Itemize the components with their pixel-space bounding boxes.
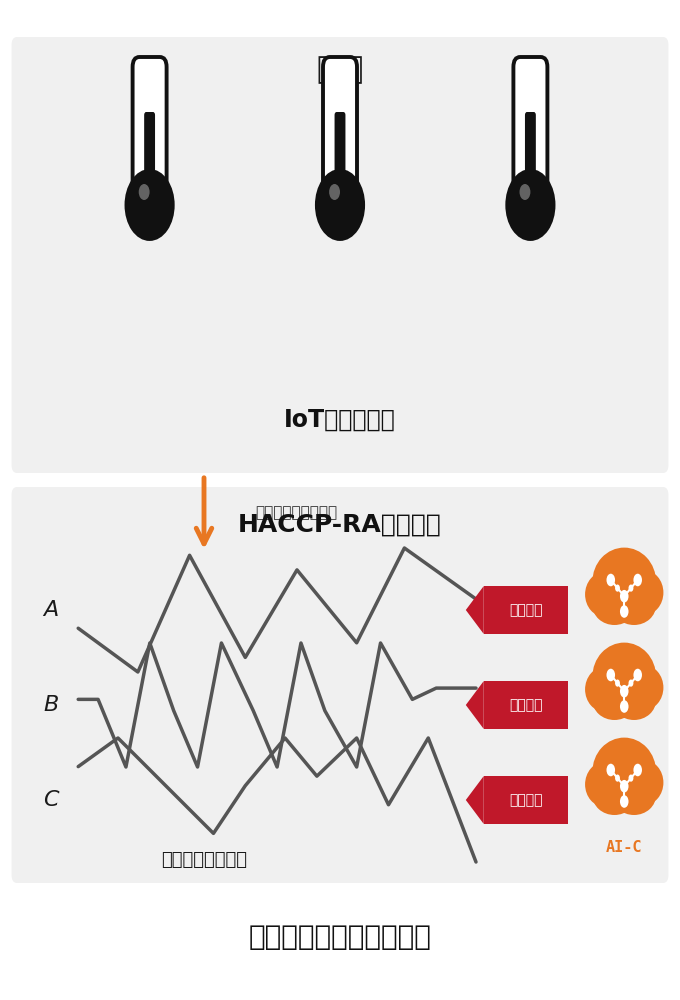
- Circle shape: [615, 680, 620, 687]
- Circle shape: [607, 574, 615, 586]
- Circle shape: [329, 184, 340, 200]
- Circle shape: [628, 774, 634, 782]
- Circle shape: [620, 780, 628, 792]
- Text: 時系列温度データ: 時系列温度データ: [161, 851, 247, 869]
- Circle shape: [628, 680, 634, 687]
- FancyBboxPatch shape: [12, 37, 668, 473]
- Text: AI-B: AI-B: [606, 745, 643, 760]
- Ellipse shape: [592, 585, 636, 625]
- Circle shape: [634, 764, 642, 776]
- Text: C: C: [521, 111, 540, 139]
- Ellipse shape: [592, 680, 636, 720]
- Circle shape: [507, 171, 554, 239]
- FancyBboxPatch shape: [597, 689, 651, 709]
- FancyBboxPatch shape: [483, 776, 568, 824]
- FancyBboxPatch shape: [133, 57, 167, 212]
- Circle shape: [126, 171, 173, 239]
- Ellipse shape: [624, 760, 664, 805]
- Text: 店 舗: 店 舗: [317, 55, 363, 85]
- Ellipse shape: [585, 667, 624, 712]
- Circle shape: [620, 795, 628, 808]
- Text: B: B: [44, 695, 58, 715]
- Circle shape: [317, 171, 363, 239]
- Circle shape: [607, 669, 615, 681]
- Ellipse shape: [592, 775, 636, 815]
- Text: 異常監視: 異常監視: [509, 698, 543, 712]
- Text: AI-C: AI-C: [606, 840, 643, 855]
- Ellipse shape: [612, 680, 656, 720]
- Text: IoT温度データ: IoT温度データ: [284, 408, 396, 432]
- Circle shape: [620, 605, 628, 618]
- Ellipse shape: [585, 762, 624, 807]
- Ellipse shape: [585, 572, 624, 617]
- Polygon shape: [466, 681, 483, 729]
- FancyBboxPatch shape: [12, 487, 668, 883]
- Text: インターネット送信: インターネット送信: [255, 506, 337, 520]
- Ellipse shape: [612, 585, 656, 625]
- FancyBboxPatch shape: [483, 586, 568, 634]
- Circle shape: [634, 669, 642, 681]
- FancyBboxPatch shape: [335, 112, 345, 199]
- FancyBboxPatch shape: [597, 784, 651, 804]
- Ellipse shape: [592, 738, 656, 806]
- Text: AI-A: AI-A: [606, 650, 643, 665]
- Circle shape: [620, 590, 628, 602]
- Text: 異常監視: 異常監視: [509, 603, 543, 617]
- Circle shape: [607, 764, 615, 776]
- Text: A: A: [140, 111, 159, 139]
- Text: C: C: [44, 790, 58, 810]
- Circle shape: [620, 700, 628, 713]
- FancyBboxPatch shape: [323, 57, 357, 212]
- Ellipse shape: [612, 775, 656, 815]
- FancyBboxPatch shape: [525, 112, 536, 199]
- Ellipse shape: [624, 665, 664, 710]
- FancyBboxPatch shape: [513, 57, 547, 212]
- Ellipse shape: [592, 548, 656, 616]
- Text: A: A: [44, 600, 58, 620]
- Circle shape: [615, 584, 620, 592]
- Text: HACCP-RAクラウド: HACCP-RAクラウド: [238, 513, 442, 537]
- Text: B: B: [330, 111, 350, 139]
- Text: パターン監視のイメージ: パターン監視のイメージ: [249, 923, 431, 951]
- Text: 異常監視: 異常監視: [509, 793, 543, 807]
- Circle shape: [520, 184, 530, 200]
- Ellipse shape: [624, 570, 664, 615]
- Circle shape: [620, 685, 628, 698]
- Circle shape: [628, 584, 634, 592]
- Circle shape: [139, 184, 150, 200]
- Polygon shape: [466, 586, 483, 634]
- FancyBboxPatch shape: [483, 681, 568, 729]
- Circle shape: [615, 774, 620, 782]
- FancyBboxPatch shape: [597, 594, 651, 614]
- FancyBboxPatch shape: [144, 112, 155, 199]
- Ellipse shape: [592, 643, 656, 711]
- Polygon shape: [466, 776, 483, 824]
- Circle shape: [634, 574, 642, 586]
